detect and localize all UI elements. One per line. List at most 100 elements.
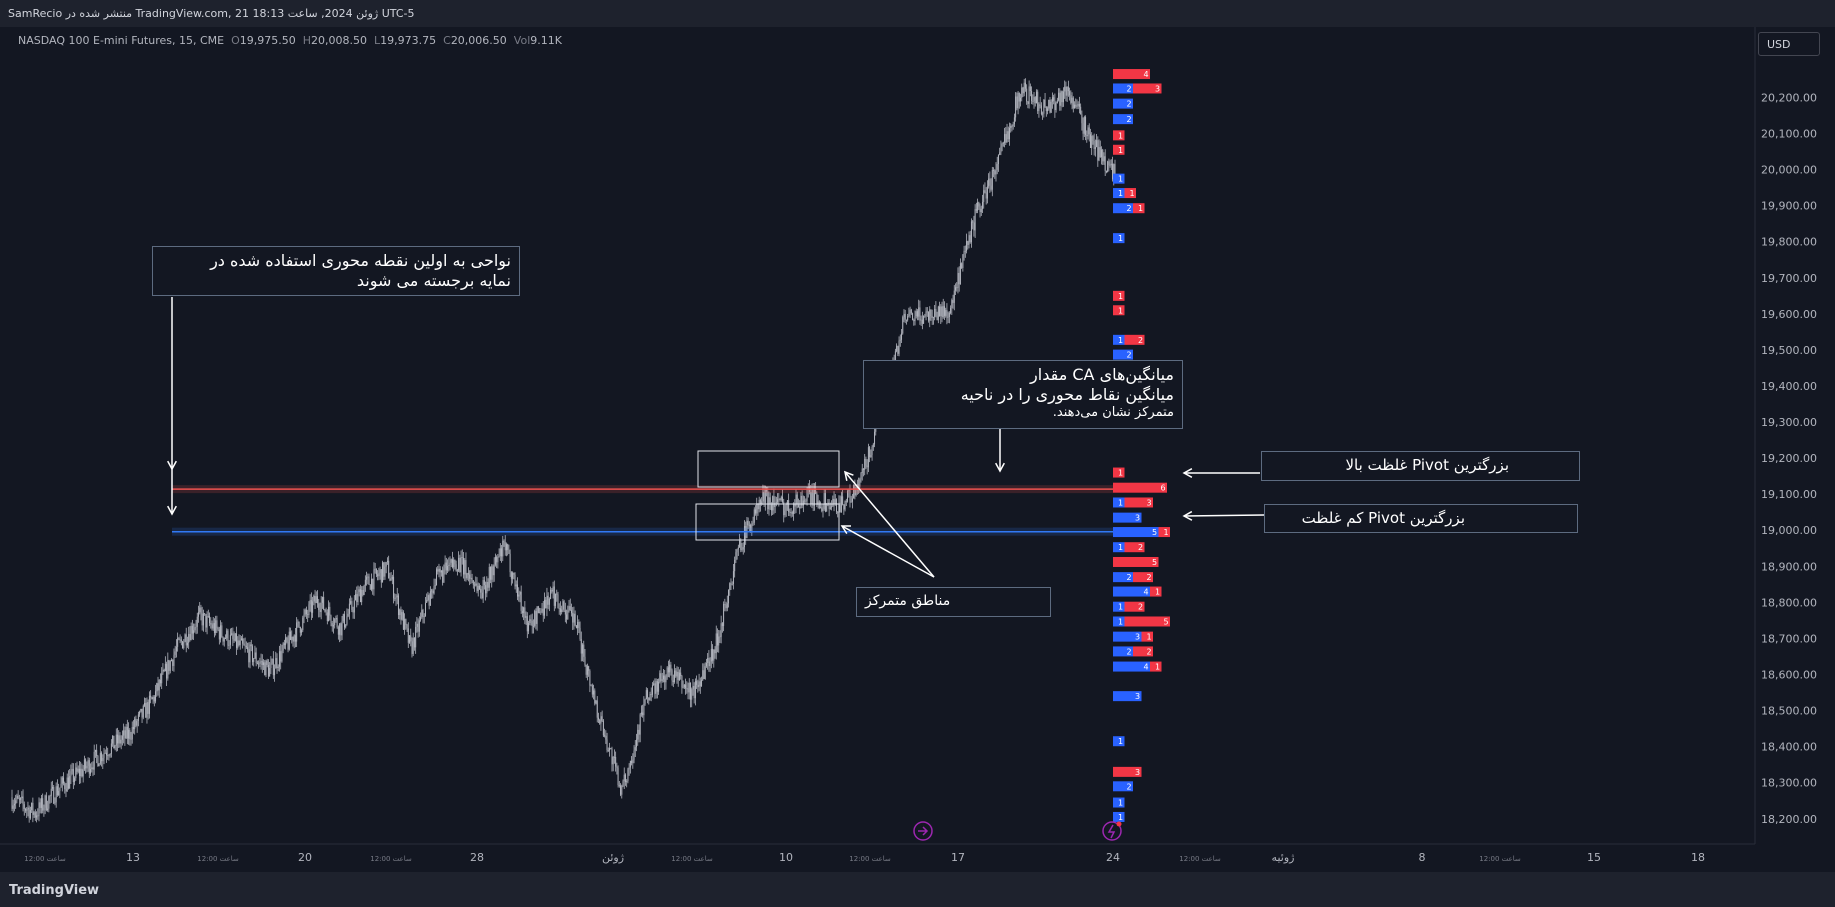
candle-body — [49, 795, 51, 797]
candle-body — [455, 564, 457, 571]
candle-body — [597, 717, 599, 720]
candle-body — [719, 636, 721, 638]
candle-body — [736, 549, 738, 553]
profile-bar-red — [1133, 572, 1153, 583]
candle-body — [872, 444, 874, 447]
profile-count-blue: 2 — [1126, 782, 1131, 791]
candle-body — [1054, 100, 1056, 110]
candle-body — [26, 809, 28, 811]
candle-body — [961, 263, 963, 268]
candle-body — [777, 499, 779, 503]
profile-count-red: 3 — [1155, 84, 1160, 93]
candle-body — [665, 677, 667, 683]
candle-body — [586, 666, 588, 675]
price-chart[interactable]: 4232211111211111221161335112522411215312… — [0, 27, 1835, 872]
candle-body — [932, 317, 934, 318]
candle-body — [585, 664, 587, 675]
candle-body — [909, 309, 911, 314]
candle-body — [601, 716, 603, 721]
candle-body — [985, 192, 987, 199]
candle-body — [1098, 147, 1100, 161]
time-tick-label: 20 — [298, 851, 312, 864]
candle-body — [218, 629, 220, 640]
candle-body — [649, 694, 651, 701]
candle-body — [674, 670, 676, 682]
tradingview-logo[interactable]: TradingView — [9, 883, 99, 898]
candle-body — [902, 317, 904, 334]
candle-body — [247, 647, 249, 650]
candle-body — [704, 666, 706, 679]
profile-bar-red — [1124, 188, 1136, 199]
candle-body — [162, 669, 164, 674]
candle-body — [855, 490, 857, 496]
candle-body — [1002, 142, 1004, 144]
candle-body — [636, 739, 638, 748]
candle-body — [129, 729, 131, 740]
candle-body — [267, 665, 269, 677]
candle-body — [582, 644, 584, 654]
candle-body — [227, 630, 229, 646]
candle-body — [459, 557, 461, 573]
candle-body — [309, 600, 311, 605]
candle-body — [199, 607, 201, 613]
candle-body — [27, 807, 29, 810]
candle-body — [341, 621, 343, 636]
profile-bar-blue — [1113, 527, 1159, 538]
candle-body — [498, 556, 500, 558]
candle-body — [207, 616, 209, 617]
candle-body — [693, 686, 695, 699]
candle-body — [1044, 99, 1046, 107]
symbol-legend: NASDAQ 100 E-mini Futures, 15, CME O19,9… — [18, 34, 562, 47]
candle-body — [318, 603, 320, 611]
candle-body — [379, 569, 381, 573]
profile-bar-blue — [1113, 188, 1125, 199]
candle-body — [1011, 125, 1013, 127]
candle-body — [602, 720, 604, 736]
candle-body — [221, 625, 223, 637]
candle-body — [496, 556, 498, 563]
candle-body — [941, 306, 943, 318]
candle-body — [797, 504, 799, 508]
time-tick-label: 12:00 ساعت — [849, 855, 891, 863]
profile-bar-blue — [1113, 203, 1133, 214]
candle-body — [853, 485, 855, 499]
candle-body — [788, 500, 790, 512]
candle-body — [145, 702, 147, 718]
candle-body — [1004, 134, 1006, 143]
candle-body — [1051, 97, 1053, 102]
candle-body — [427, 595, 429, 600]
candle-body — [363, 585, 365, 595]
candle-body — [390, 579, 392, 581]
candle-body — [1005, 134, 1007, 143]
candle-body — [312, 601, 314, 613]
candle-body — [32, 802, 34, 815]
candle-body — [69, 776, 71, 789]
candle-body — [384, 566, 386, 577]
annotation-first-pivot-line1: نواحی به اولین نقطه محوری استفاده شده در — [210, 251, 511, 270]
candle-body — [423, 616, 425, 617]
candle-body — [1034, 97, 1036, 104]
candle-body — [304, 609, 306, 615]
candle-body — [734, 560, 736, 572]
candle-body — [436, 569, 438, 586]
candle-body — [189, 634, 191, 641]
candle-body — [297, 621, 299, 623]
profile-count-red: 2 — [1146, 647, 1151, 656]
candle-body — [974, 209, 976, 231]
close-label: C — [443, 34, 451, 47]
candle-body — [669, 664, 671, 673]
candle-body — [919, 307, 921, 321]
candle-body — [1008, 127, 1010, 140]
candle-body — [1039, 104, 1041, 106]
candle-body — [847, 490, 849, 502]
candle-body — [200, 607, 202, 614]
profile-bar-red — [1113, 69, 1150, 80]
candle-body — [1023, 82, 1025, 94]
currency-button[interactable]: USD — [1758, 32, 1820, 56]
candle-body — [667, 667, 669, 673]
candle-body — [915, 311, 917, 317]
candle-body — [829, 507, 831, 509]
candle-body — [433, 586, 435, 594]
candle-body — [131, 727, 133, 740]
candle-body — [521, 610, 523, 614]
